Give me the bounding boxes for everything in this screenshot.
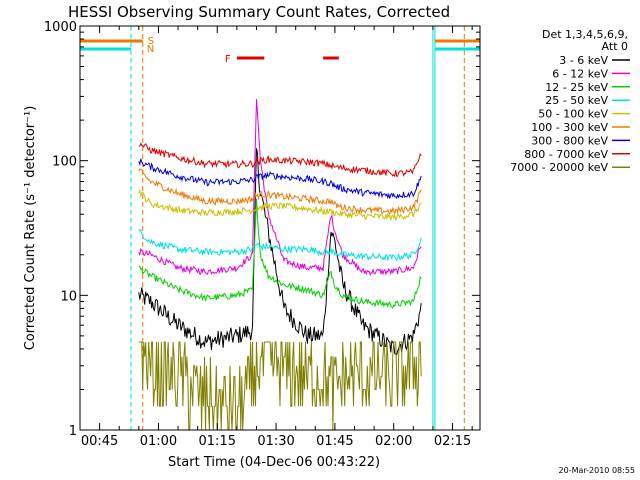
- x-tick-label: 02:15: [434, 434, 471, 449]
- vertical-marker-label: N: [147, 44, 154, 55]
- x-tick-label: 02:00: [375, 434, 412, 449]
- legend-entry-label: 7000 - 20000 keV: [510, 161, 608, 174]
- legend-entry-label: 100 - 300 keV: [531, 121, 608, 134]
- x-tick-label: 01:00: [140, 434, 177, 449]
- legend-entry-label: 300 - 800 keV: [531, 134, 608, 147]
- vertical-marker-label: S: [148, 36, 154, 47]
- axis-layer: 00:45 01:00 01:15 01:30 01:45 02:00 02:15 1 10 10…: [44, 20, 480, 449]
- legend-entry-label: 3 - 6 keV: [559, 54, 608, 67]
- legend-header: Att 0: [602, 40, 628, 53]
- series-line: [138, 168, 422, 216]
- series-line: [138, 341, 422, 431]
- y-tick-label: 1: [69, 424, 77, 439]
- series-layer: [138, 99, 422, 431]
- footer-timestamp: 20-Mar-2010 08:55: [559, 466, 636, 475]
- y-tick-label: 100: [52, 155, 77, 170]
- x-tick-label: 00:45: [81, 434, 118, 449]
- plot-frame: [79, 25, 481, 431]
- chart-title: HESSI Observing Summary Count Rates, Cor…: [68, 3, 450, 21]
- y-tick-label: 1000: [44, 20, 77, 35]
- x-axis-label: Start Time (04-Dec-06 00:43:22): [168, 455, 380, 470]
- marker-layer: NS F: [80, 26, 480, 430]
- flare-label: F: [225, 54, 231, 65]
- legend-entry-label: 12 - 25 keV: [545, 81, 608, 94]
- legend-entry-label: 50 - 100 keV: [538, 108, 608, 121]
- x-tick-label: 01:45: [316, 434, 353, 449]
- series-line: [138, 158, 422, 200]
- series-line: [138, 148, 422, 356]
- legend-header: Det 1,3,4,5,6,9,: [542, 28, 628, 41]
- legend-entry-label: 25 - 50 keV: [545, 94, 608, 107]
- series-line: [138, 198, 422, 309]
- y-tick-label: 10: [60, 289, 77, 304]
- legend-entry-label: 6 - 12 keV: [552, 67, 608, 80]
- x-tick-label: 01:15: [199, 434, 236, 449]
- x-tick-label: 01:30: [257, 434, 294, 449]
- series-line: [138, 188, 422, 222]
- series-line: [138, 229, 422, 262]
- legend-entry-label: 800 - 7000 keV: [524, 148, 608, 161]
- y-axis-label: Corrected Count Rate (s⁻¹ detector⁻¹): [23, 106, 38, 351]
- series-line: [138, 142, 422, 178]
- series-line: [138, 99, 422, 277]
